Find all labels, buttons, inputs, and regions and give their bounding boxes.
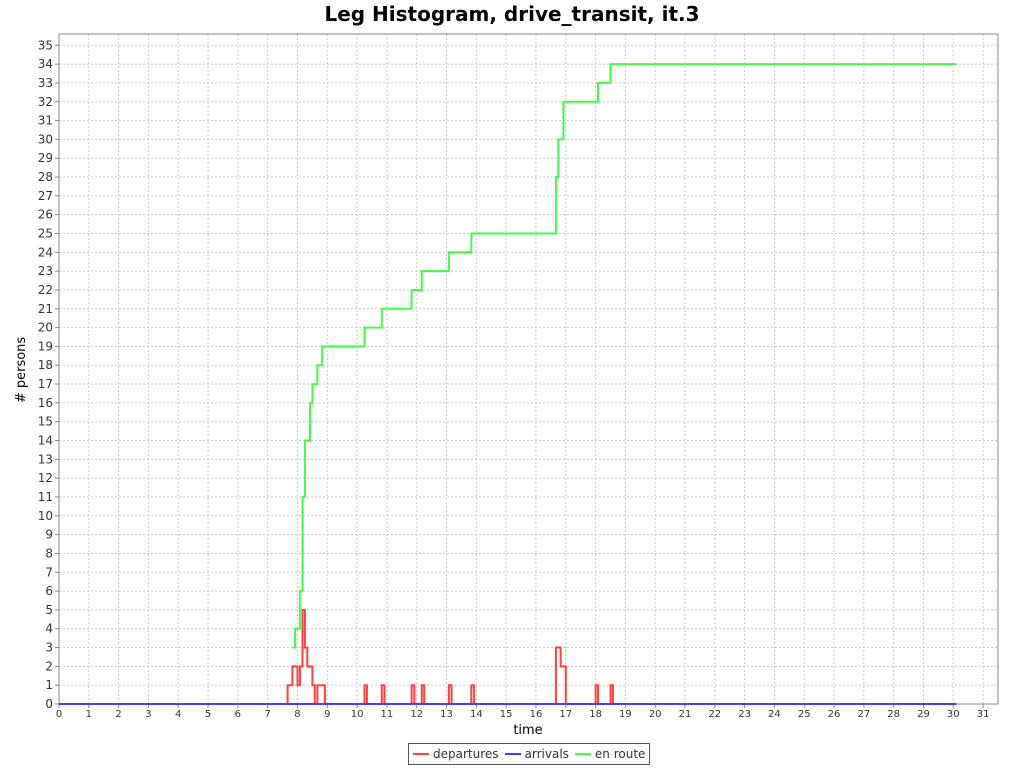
x-tick-label: 19 [619,709,632,720]
grid-layer [58,34,998,705]
x-tick-label: 13 [440,709,453,720]
y-tick-label: 0 [45,697,53,711]
departures-swatch [413,753,429,755]
y-tick-label: 32 [38,95,53,109]
legend-label-departures: departures [433,747,499,761]
x-tick-label: 29 [917,709,930,720]
y-tick-label: 19 [38,339,53,353]
x-tick-label: 16 [530,709,543,720]
y-tick-label: 17 [38,377,53,391]
y-tick-label: 11 [38,490,53,504]
x-tick-label: 22 [708,709,721,720]
arrivals-swatch [504,753,521,755]
y-tick-label: 9 [45,528,53,542]
x-tick-label: 9 [324,709,330,720]
y-tick-label: 30 [38,132,53,146]
legend-item-en-route: en route [574,747,646,761]
y-tick-label: 18 [38,358,53,372]
x-tick-label: 1 [86,709,92,720]
legend-label-en-route: en route [594,747,646,761]
x-tick-label: 21 [679,709,692,720]
legend-label-arrivals: arrivals [524,747,569,761]
x-tick-label: 2 [115,709,121,720]
x-tick-label: 18 [589,709,602,720]
y-axis-label: # persons [14,337,29,404]
en-route-series-line [292,63,957,649]
x-tick-label: 14 [470,709,483,720]
x-tick-label: 0 [56,709,62,720]
legend-item-arrivals: arrivals [504,747,569,761]
y-tick-label: 3 [45,641,53,655]
y-tick-label: 8 [45,546,53,560]
x-tick-label: 27 [857,709,870,720]
y-tick-label: 22 [38,283,53,297]
x-tick-label: 30 [947,709,960,720]
y-tick-label: 26 [38,208,53,222]
x-tick-label: 11 [381,709,394,720]
y-tick-label: 15 [38,415,53,429]
x-tick-label: 25 [798,709,811,720]
legend-item-departures: departures [413,747,499,761]
x-axis-label: time [513,723,542,738]
y-tick-label: 34 [38,57,53,71]
y-tick-label: 1 [45,678,53,692]
legend: departures arrivals en route [408,743,651,765]
y-tick-label: 24 [38,245,53,259]
x-tick-label: 10 [351,709,364,720]
x-tick-label: 31 [977,709,990,720]
y-tick-label: 35 [38,38,53,52]
x-tick-label: 6 [235,709,241,720]
x-tick-label: 17 [559,709,572,720]
y-tick-label: 25 [38,226,53,240]
y-tick-label: 12 [38,471,53,485]
y-tick-label: 29 [38,151,53,165]
y-tick-label: 5 [45,603,53,617]
x-tick-label: 28 [887,709,900,720]
series-layer [59,63,957,705]
chart-title: Leg Histogram, drive_transit, it.3 [324,2,700,26]
y-tick-label: 28 [38,170,53,184]
y-tick-label: 31 [38,114,53,128]
x-tick-label: 26 [828,709,841,720]
y-axis: 0123456789101112131415161718192021222324… [38,38,59,711]
y-tick-label: 20 [38,321,53,335]
y-tick-label: 16 [38,396,53,410]
y-tick-label: 33 [38,76,53,90]
x-axis: 0 1 2 3 4 5 6 7 8 9 10 11 12 13 14 15 16 17 18 19 20 21 22 23 24… [56,704,990,720]
x-tick-label: 5 [205,709,211,720]
x-tick-label: 15 [500,709,513,720]
plot-frame [58,33,999,705]
y-tick-label: 23 [38,264,53,278]
y-tick-label: 7 [45,565,53,579]
y-tick-label: 13 [38,452,53,466]
departures-series-line [59,608,957,705]
x-tick-label: 7 [264,709,270,720]
y-tick-label: 14 [38,434,53,448]
x-tick-label: 8 [294,709,300,720]
y-tick-label: 4 [45,622,53,636]
x-tick-label: 12 [410,709,423,720]
y-tick-label: 21 [38,302,53,316]
x-tick-label: 24 [768,709,781,720]
en-route-swatch [574,753,591,755]
x-tick-label: 20 [649,709,662,720]
x-tick-label: 3 [145,709,151,720]
x-tick-label: 4 [175,709,181,720]
y-tick-label: 6 [45,584,53,598]
y-tick-label: 27 [38,189,53,203]
y-tick-label: 10 [38,509,53,523]
y-tick-label: 2 [45,659,53,673]
x-tick-label: 23 [738,709,751,720]
